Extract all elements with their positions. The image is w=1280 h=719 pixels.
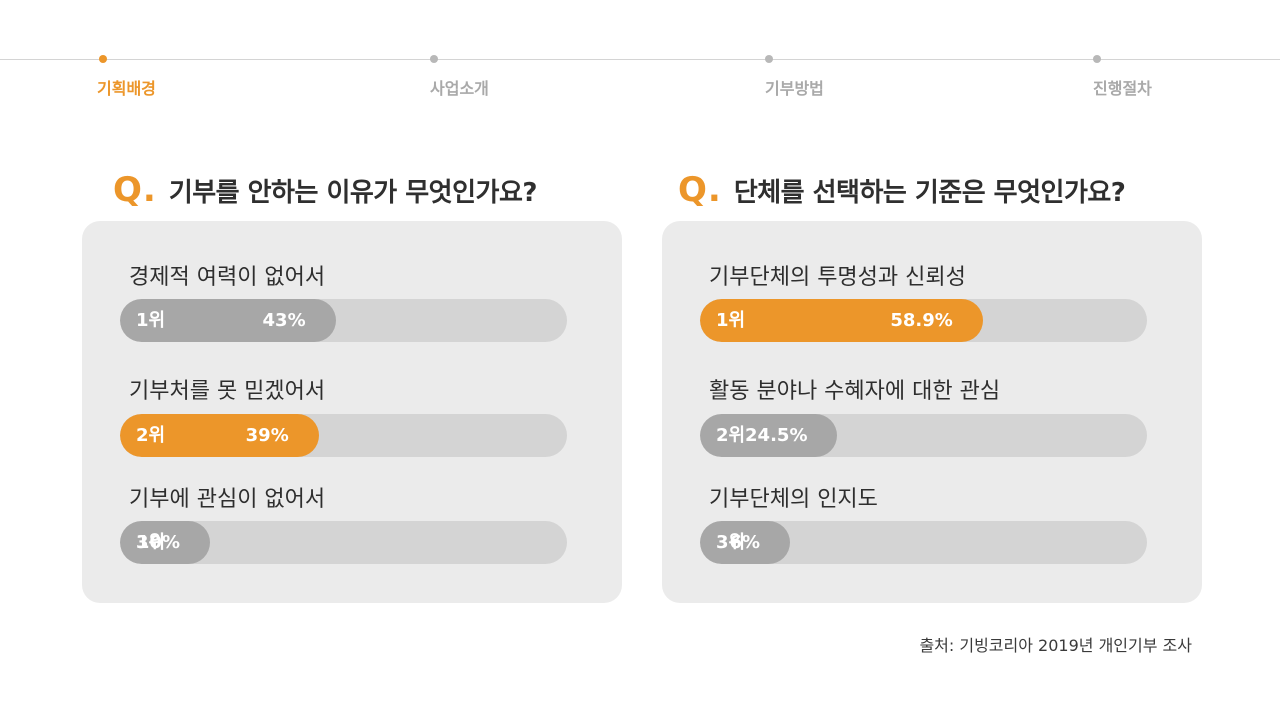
bar-track: 1위 43%: [120, 299, 567, 342]
step-label: 기부방법: [765, 79, 824, 98]
bar-track: 1위 58.9%: [700, 299, 1147, 342]
item-label: 경제적 여력이 없어서: [129, 265, 326, 290]
progress-timeline: 기획배경 사업소개 기부방법 진행절차: [0, 0, 1280, 110]
bar-track: 2위 24.5%: [700, 414, 1147, 457]
bar-track: 3위 6%: [700, 521, 1147, 564]
item-label: 활동 분야나 수혜자에 대한 관심: [709, 379, 1001, 404]
q-mark: Q.: [113, 170, 157, 210]
bar-fill: 1위 58.9%: [700, 299, 983, 342]
percent-label: 6%: [729, 532, 760, 553]
source-note: 출처: 기빙코리아 2019년 개인기부 조사: [919, 636, 1192, 655]
survey-card-left: 경제적 여력이 없어서 1위 43% 기부처를 못 믿겠어서 2위 39% 기부…: [82, 221, 622, 603]
timeline-line: [0, 59, 1280, 60]
rank-label: 1위: [716, 310, 746, 331]
question-text: 기부를 안하는 이유가 무엇인가요?: [168, 177, 538, 208]
bar-track: 2위 39%: [120, 414, 567, 457]
rank-label: 2위: [136, 425, 166, 446]
step-label: 진행절차: [1093, 79, 1152, 98]
rank-label: 2위: [716, 425, 746, 446]
step-dot: [765, 55, 773, 63]
q-mark: Q.: [678, 170, 722, 210]
item-label: 기부처를 못 믿겠어서: [129, 379, 326, 404]
step-dot: [99, 55, 107, 63]
rank-label: 3위: [716, 532, 746, 553]
step-dot: [430, 55, 438, 63]
bar-fill: 3위 10%: [120, 521, 210, 564]
bar-fill: 2위 24.5%: [700, 414, 838, 457]
percent-label: 10%: [136, 532, 180, 553]
item-label: 기부단체의 투명성과 신뢰성: [709, 265, 966, 290]
bar-track: 3위 10%: [120, 521, 567, 564]
panel-title-left: Q. 기부를 안하는 이유가 무엇인가요?: [113, 168, 537, 212]
rank-label: 3위: [136, 532, 166, 553]
bar-fill: 1위 43%: [120, 299, 336, 342]
panel-title-right: Q. 단체를 선택하는 기준은 무엇인가요?: [678, 168, 1126, 212]
percent-label: 58.9%: [890, 310, 953, 331]
item-label: 기부에 관심이 없어서: [129, 487, 326, 512]
percent-label: 24.5%: [745, 425, 808, 446]
rank-label: 1위: [136, 310, 166, 331]
percent-label: 39%: [245, 425, 289, 446]
percent-label: 43%: [262, 310, 306, 331]
survey-card-right: 기부단체의 투명성과 신뢰성 1위 58.9% 활동 분야나 수혜자에 대한 관…: [662, 221, 1202, 603]
bar-fill: 2위 39%: [120, 414, 319, 457]
bar-fill: 3위 6%: [700, 521, 790, 564]
question-text: 단체를 선택하는 기준은 무엇인가요?: [733, 177, 1126, 208]
item-label: 기부단체의 인지도: [709, 487, 878, 512]
step-label: 기획배경: [97, 79, 156, 98]
step-dot: [1093, 55, 1101, 63]
step-label: 사업소개: [430, 79, 489, 98]
